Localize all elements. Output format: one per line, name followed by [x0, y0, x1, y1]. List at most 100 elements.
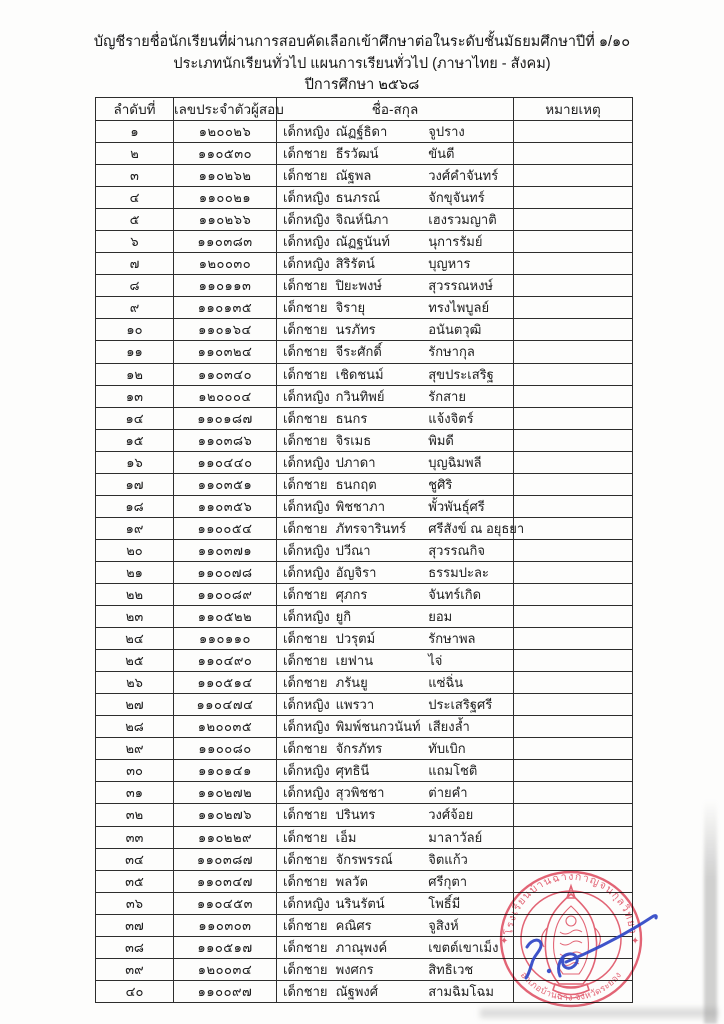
- row-order-number: ๕: [95, 208, 174, 232]
- row-name-title: เด็กชาย: [283, 586, 328, 602]
- row-last-name: แซ่ฉิ่น: [428, 675, 464, 691]
- row-first-name: จักรภัทร: [335, 741, 383, 757]
- row-note: [513, 340, 633, 364]
- table-row: ๑๕ ๑๑๐๓๘๖ เด็กชาย จิรเมธ พิมดี: [95, 428, 633, 452]
- row-student-name: เด็กชาย คณิศร จูสิงห์: [276, 913, 514, 937]
- row-note: [513, 781, 633, 805]
- row-student-name: เด็กหญิง ยูกิ ยอม: [276, 605, 514, 629]
- row-name-title: เด็กชาย: [283, 741, 328, 757]
- row-exam-id: ๑๒๐๐๒๖: [173, 119, 277, 144]
- col-header-exam-id: เลขประจำตัวผู้สอบ: [173, 97, 284, 121]
- row-student-name: เด็กหญิง สิริรัตน์ บุญหาร: [276, 252, 514, 276]
- row-last-name: นุการรัมย์: [428, 234, 483, 250]
- title-line-1: บัญชีรายชื่อนักเรียนที่ผ่านการสอบคัดเลือ…: [93, 34, 631, 50]
- row-first-name: ศุภกร: [335, 586, 368, 602]
- row-exam-id: ๑๑๐๑๔๑: [173, 759, 277, 783]
- row-name-title: เด็กหญิง: [283, 763, 330, 779]
- row-exam-id: ๑๑๐๕๓๐: [173, 142, 277, 166]
- row-last-name: จูปราง: [428, 124, 465, 139]
- row-first-name: เชิดชนม์: [335, 366, 384, 382]
- row-first-name: ปวีณา: [335, 542, 371, 558]
- row-exam-id: ๑๑๐๐๕๔: [173, 516, 277, 540]
- row-order-number: ๓๙: [95, 957, 174, 981]
- table-row: ๑๑ ๑๑๐๓๒๔ เด็กชาย จีระศักดิ์ รักษากุล: [95, 340, 633, 364]
- row-student-name: เด็กชาย ธนกร แจ้งจิตร์: [276, 406, 514, 430]
- row-name-title: เด็กชาย: [283, 807, 328, 823]
- row-exam-id: ๑๑๐๕๒๒: [173, 605, 277, 629]
- row-order-number: ๑๕: [95, 428, 174, 452]
- row-name-title: เด็กหญิง: [283, 190, 330, 206]
- table-row: ๑๙ ๑๑๐๐๕๔ เด็กชาย ภัทรจารินทร์ ศรีสังข์ …: [95, 516, 633, 540]
- row-exam-id: ๑๑๐๓๕๑: [173, 472, 277, 496]
- row-name-title: เด็กชาย: [283, 322, 328, 338]
- row-note: [513, 208, 633, 232]
- row-note: [513, 560, 633, 584]
- row-order-number: ๓๖: [95, 891, 174, 915]
- row-first-name: จักรพรรณ์: [335, 851, 393, 867]
- row-exam-id: ๑๑๐๑๓๕: [173, 296, 277, 320]
- row-student-name: เด็กหญิง ปวีณา สุวรรณกิจ: [276, 538, 514, 562]
- row-first-name: ณัฏฐ์ธิดา: [335, 124, 388, 139]
- table-row: ๒ ๑๑๐๕๓๐ เด็กชาย ธีรวัฒน์ ขันตี: [95, 142, 633, 166]
- row-first-name: ภัทรจารินทร์: [335, 520, 407, 536]
- row-student-name: เด็กหญิง อัญจิรา ธรรมปะละ: [276, 560, 514, 584]
- row-first-name: อัญจิรา: [335, 564, 377, 580]
- row-name-title: เด็กหญิง: [283, 564, 330, 580]
- row-note: [513, 164, 633, 188]
- table-row: ๓ ๑๑๐๒๖๒ เด็กชาย ณัฐพล วงศ์คำจันทร์: [95, 164, 633, 188]
- row-last-name: ประเสริฐศรี: [428, 697, 493, 713]
- row-first-name: สิริรัตน์: [335, 256, 375, 272]
- row-order-number: ๒๖: [95, 671, 174, 695]
- table-row: ๕ ๑๑๐๒๖๖ เด็กหญิง จิณห์นิภา เฮงรวมญาติ: [95, 208, 633, 232]
- row-name-title: เด็กชาย: [283, 829, 328, 845]
- row-student-name: เด็กชาย ธีรวัฒน์ ขันตี: [276, 142, 514, 166]
- row-first-name: ยูกิ: [335, 609, 352, 625]
- row-student-name: เด็กชาย พลวัต ศรีกุตา: [276, 869, 514, 893]
- row-student-name: เด็กชาย จิรเมธ พิมดี: [276, 428, 514, 452]
- row-student-name: เด็กชาย จักรภัทร ทับเบิก: [276, 737, 514, 761]
- row-first-name: จิณห์นิภา: [335, 212, 389, 228]
- row-name-title: เด็กหญิง: [283, 256, 330, 272]
- table-row: ๑๘ ๑๑๐๓๕๖ เด็กหญิง พิชชาภา พั้วพันธุ์ศรี: [95, 494, 633, 518]
- row-exam-id: ๑๑๐๐๘๐: [173, 737, 277, 761]
- row-last-name: รักษากุล: [428, 344, 475, 360]
- row-note: [513, 715, 633, 739]
- row-exam-id: ๑๑๐๓๘๗: [173, 847, 277, 871]
- col-header-name: ชื่อ-สกุล: [276, 97, 514, 121]
- row-order-number: ๒๑: [95, 560, 174, 584]
- row-exam-id: ๑๑๐๔๕๓: [173, 891, 277, 915]
- row-name-title: เด็กชาย: [283, 631, 328, 647]
- row-note: [513, 362, 633, 386]
- col-header-order: ลำดับที่: [95, 97, 174, 121]
- row-student-name: เด็กชาย จิรายุ ทรงไพบูลย์: [276, 296, 514, 320]
- table-row: ๒๖ ๑๑๐๕๑๔ เด็กชาย ภรันยู แซ่ฉิ่น: [95, 671, 633, 695]
- row-last-name: พิมดี: [428, 432, 454, 448]
- row-first-name: จิรายุ: [335, 300, 366, 316]
- row-student-name: เด็กหญิง ณัฏฐ์ธิดา จูปราง: [276, 119, 514, 144]
- row-order-number: ๑๑: [95, 340, 174, 364]
- row-student-name: เด็กชาย ภรันยู แซ่ฉิ่น: [276, 671, 514, 695]
- table-row: ๑ ๑๒๐๐๒๖ เด็กหญิง ณัฏฐ์ธิดา จูปราง: [95, 119, 633, 144]
- row-first-name: ธนกร: [335, 410, 368, 426]
- table-row: ๓๒ ๑๑๐๒๗๖ เด็กชาย ปรินทร วงศ์จ้อย: [95, 803, 633, 827]
- row-first-name: พิชชาภา: [335, 498, 386, 514]
- row-last-name: ชูศิริ: [428, 476, 453, 492]
- row-order-number: ๖: [95, 230, 174, 254]
- table-row: ๒๓ ๑๑๐๕๒๒ เด็กหญิง ยูกิ ยอม: [95, 605, 633, 629]
- row-last-name: จูสิงห์: [428, 917, 459, 933]
- row-exam-id: ๑๒๐๐๐๔: [173, 384, 277, 408]
- row-first-name: ณัฐพงศ์: [335, 983, 379, 999]
- table-row: ๑๖ ๑๑๐๔๔๐ เด็กหญิง ปภาดา บุญฉิมพลี: [95, 450, 633, 474]
- table-row: ๒๑ ๑๑๐๐๗๘ เด็กหญิง อัญจิรา ธรรมปะละ: [95, 560, 633, 584]
- row-order-number: ๗: [95, 252, 174, 276]
- row-exam-id: ๑๑๐๐๗๘: [173, 560, 277, 584]
- row-exam-id: ๑๑๐๓๕๖: [173, 494, 277, 518]
- row-last-name: สามฉิมโฉม: [428, 983, 494, 999]
- row-first-name: เอ็ม: [335, 829, 357, 845]
- row-order-number: ๓: [95, 164, 174, 188]
- row-first-name: กวินทิพย์: [335, 388, 385, 404]
- row-student-name: เด็กหญิง สุวพิชชา ต่ายคำ: [276, 781, 514, 805]
- row-last-name: รักสาย: [428, 388, 466, 404]
- row-order-number: ๓๕: [95, 869, 174, 893]
- row-last-name: ศรีกุตา: [428, 873, 468, 889]
